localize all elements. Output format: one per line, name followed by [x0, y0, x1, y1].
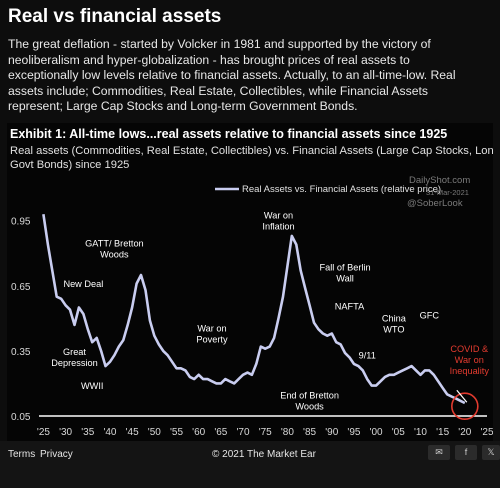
x-tick-label: '10	[414, 427, 427, 438]
x-tick-label: '30	[59, 427, 72, 438]
annotation-label: War on	[455, 355, 484, 365]
x-tick-label: '90	[325, 427, 338, 438]
annotation-label: GFC	[420, 310, 440, 320]
annotation-label: Depression	[51, 358, 97, 368]
intro-line: neoliberalism and hyper-globalization - …	[8, 52, 410, 67]
annotation-label: End of Bretton	[280, 391, 339, 401]
annotation-label: Great	[63, 347, 86, 357]
chart-image: Exhibit 1: All-time lows...real assets r…	[7, 123, 493, 441]
email-icon[interactable]: ✉	[428, 445, 450, 460]
annotation-label: GATT/ Bretton	[85, 239, 144, 249]
x-tick-label: '05	[392, 427, 405, 438]
intro-paragraph: The great deflation - started by Volcker…	[8, 37, 496, 115]
intro-line: exceptionally low levels relative to fin…	[8, 68, 456, 83]
y-tick-label: 0.35	[11, 347, 31, 358]
annotation-label: War on	[197, 323, 226, 333]
watermark-line: DailyShot.com	[409, 175, 470, 186]
watermark-line: @SoberLook	[407, 198, 463, 209]
annotation-label: NAFTA	[335, 302, 365, 312]
terms-link[interactable]: Terms	[8, 449, 36, 460]
y-tick-label: 0.05	[11, 412, 31, 423]
annotation-label: Poverty	[196, 334, 228, 344]
x-tick-label: '55	[170, 427, 183, 438]
x-tick-label: '80	[281, 427, 294, 438]
x-tick-label: '25	[37, 427, 50, 438]
plot-area: 0.95 0.65 0.35 0.05 '25 '30 '35 '40 '45 '50 '55 '60…	[11, 211, 493, 438]
x-tick-label: '40	[103, 427, 116, 438]
x-tick-label: '95	[347, 427, 360, 438]
annotation-label: 9/11	[359, 350, 376, 360]
legend-label: Real Assets vs. Financial Assets (relati…	[242, 184, 441, 195]
x-tick-label: '85	[303, 427, 316, 438]
watermark-line: 31-Mar-2021	[426, 188, 469, 197]
highlight-arrow	[456, 389, 468, 403]
x-tick-label: '25	[480, 427, 493, 438]
page-title: Real vs financial assets	[8, 6, 222, 27]
twitter-icon[interactable]: 𝕏	[482, 445, 500, 460]
x-tick-label: '45	[126, 427, 139, 438]
chart-subtitle-line: Real assets (Commodities, Real Estate, C…	[10, 145, 493, 157]
x-tick-label: '70	[237, 427, 250, 438]
footer: Terms Privacy © 2021 The Market Ear ✉ f …	[0, 441, 500, 488]
annotation-label: New Deal	[63, 279, 103, 289]
x-tick-label: '65	[214, 427, 227, 438]
annotation-label: COVID &	[450, 344, 488, 354]
x-tick-label: '00	[370, 427, 383, 438]
chart-title: Exhibit 1: All-time lows...real assets r…	[10, 127, 447, 141]
intro-line: The great deflation - started by Volcker…	[8, 37, 431, 51]
line-chart: Exhibit 1: All-time lows...real assets r…	[10, 127, 493, 438]
copyright-text: © 2021 The Market Ear	[212, 449, 316, 460]
x-tick-label: '50	[148, 427, 161, 438]
intro-line: represent; Large Cap Stocks and Long-ter…	[8, 99, 358, 114]
chart-subtitle-line: Govt Bonds) since 1925	[10, 159, 129, 171]
annotation-label: Inflation	[262, 222, 294, 232]
annotation-label: Woods	[295, 402, 324, 412]
x-tick-label: '35	[81, 427, 94, 438]
annotation-label: China	[382, 314, 407, 324]
x-tick-label: '20	[458, 427, 471, 438]
annotation-label: War on	[264, 211, 293, 221]
x-tick-label: '60	[192, 427, 205, 438]
annotation-label: WTO	[383, 325, 404, 335]
annotation-label: Wall	[336, 274, 354, 284]
highlight-circle	[451, 392, 479, 421]
facebook-icon[interactable]: f	[455, 445, 477, 460]
x-tick-label: '15	[436, 427, 449, 438]
annotation-label: Fall of Berlin	[320, 263, 371, 273]
annotation-label: Inequality	[450, 366, 490, 376]
series-line	[42, 214, 466, 405]
y-tick-label: 0.95	[11, 217, 31, 228]
annotation-label: WWII	[81, 381, 103, 391]
privacy-link[interactable]: Privacy	[40, 449, 73, 460]
annotation-label: Woods	[100, 250, 129, 260]
y-tick-label: 0.65	[11, 282, 31, 293]
x-tick-label: '75	[259, 427, 272, 438]
intro-line: assets include; Commodities, Real Estate…	[8, 83, 428, 98]
